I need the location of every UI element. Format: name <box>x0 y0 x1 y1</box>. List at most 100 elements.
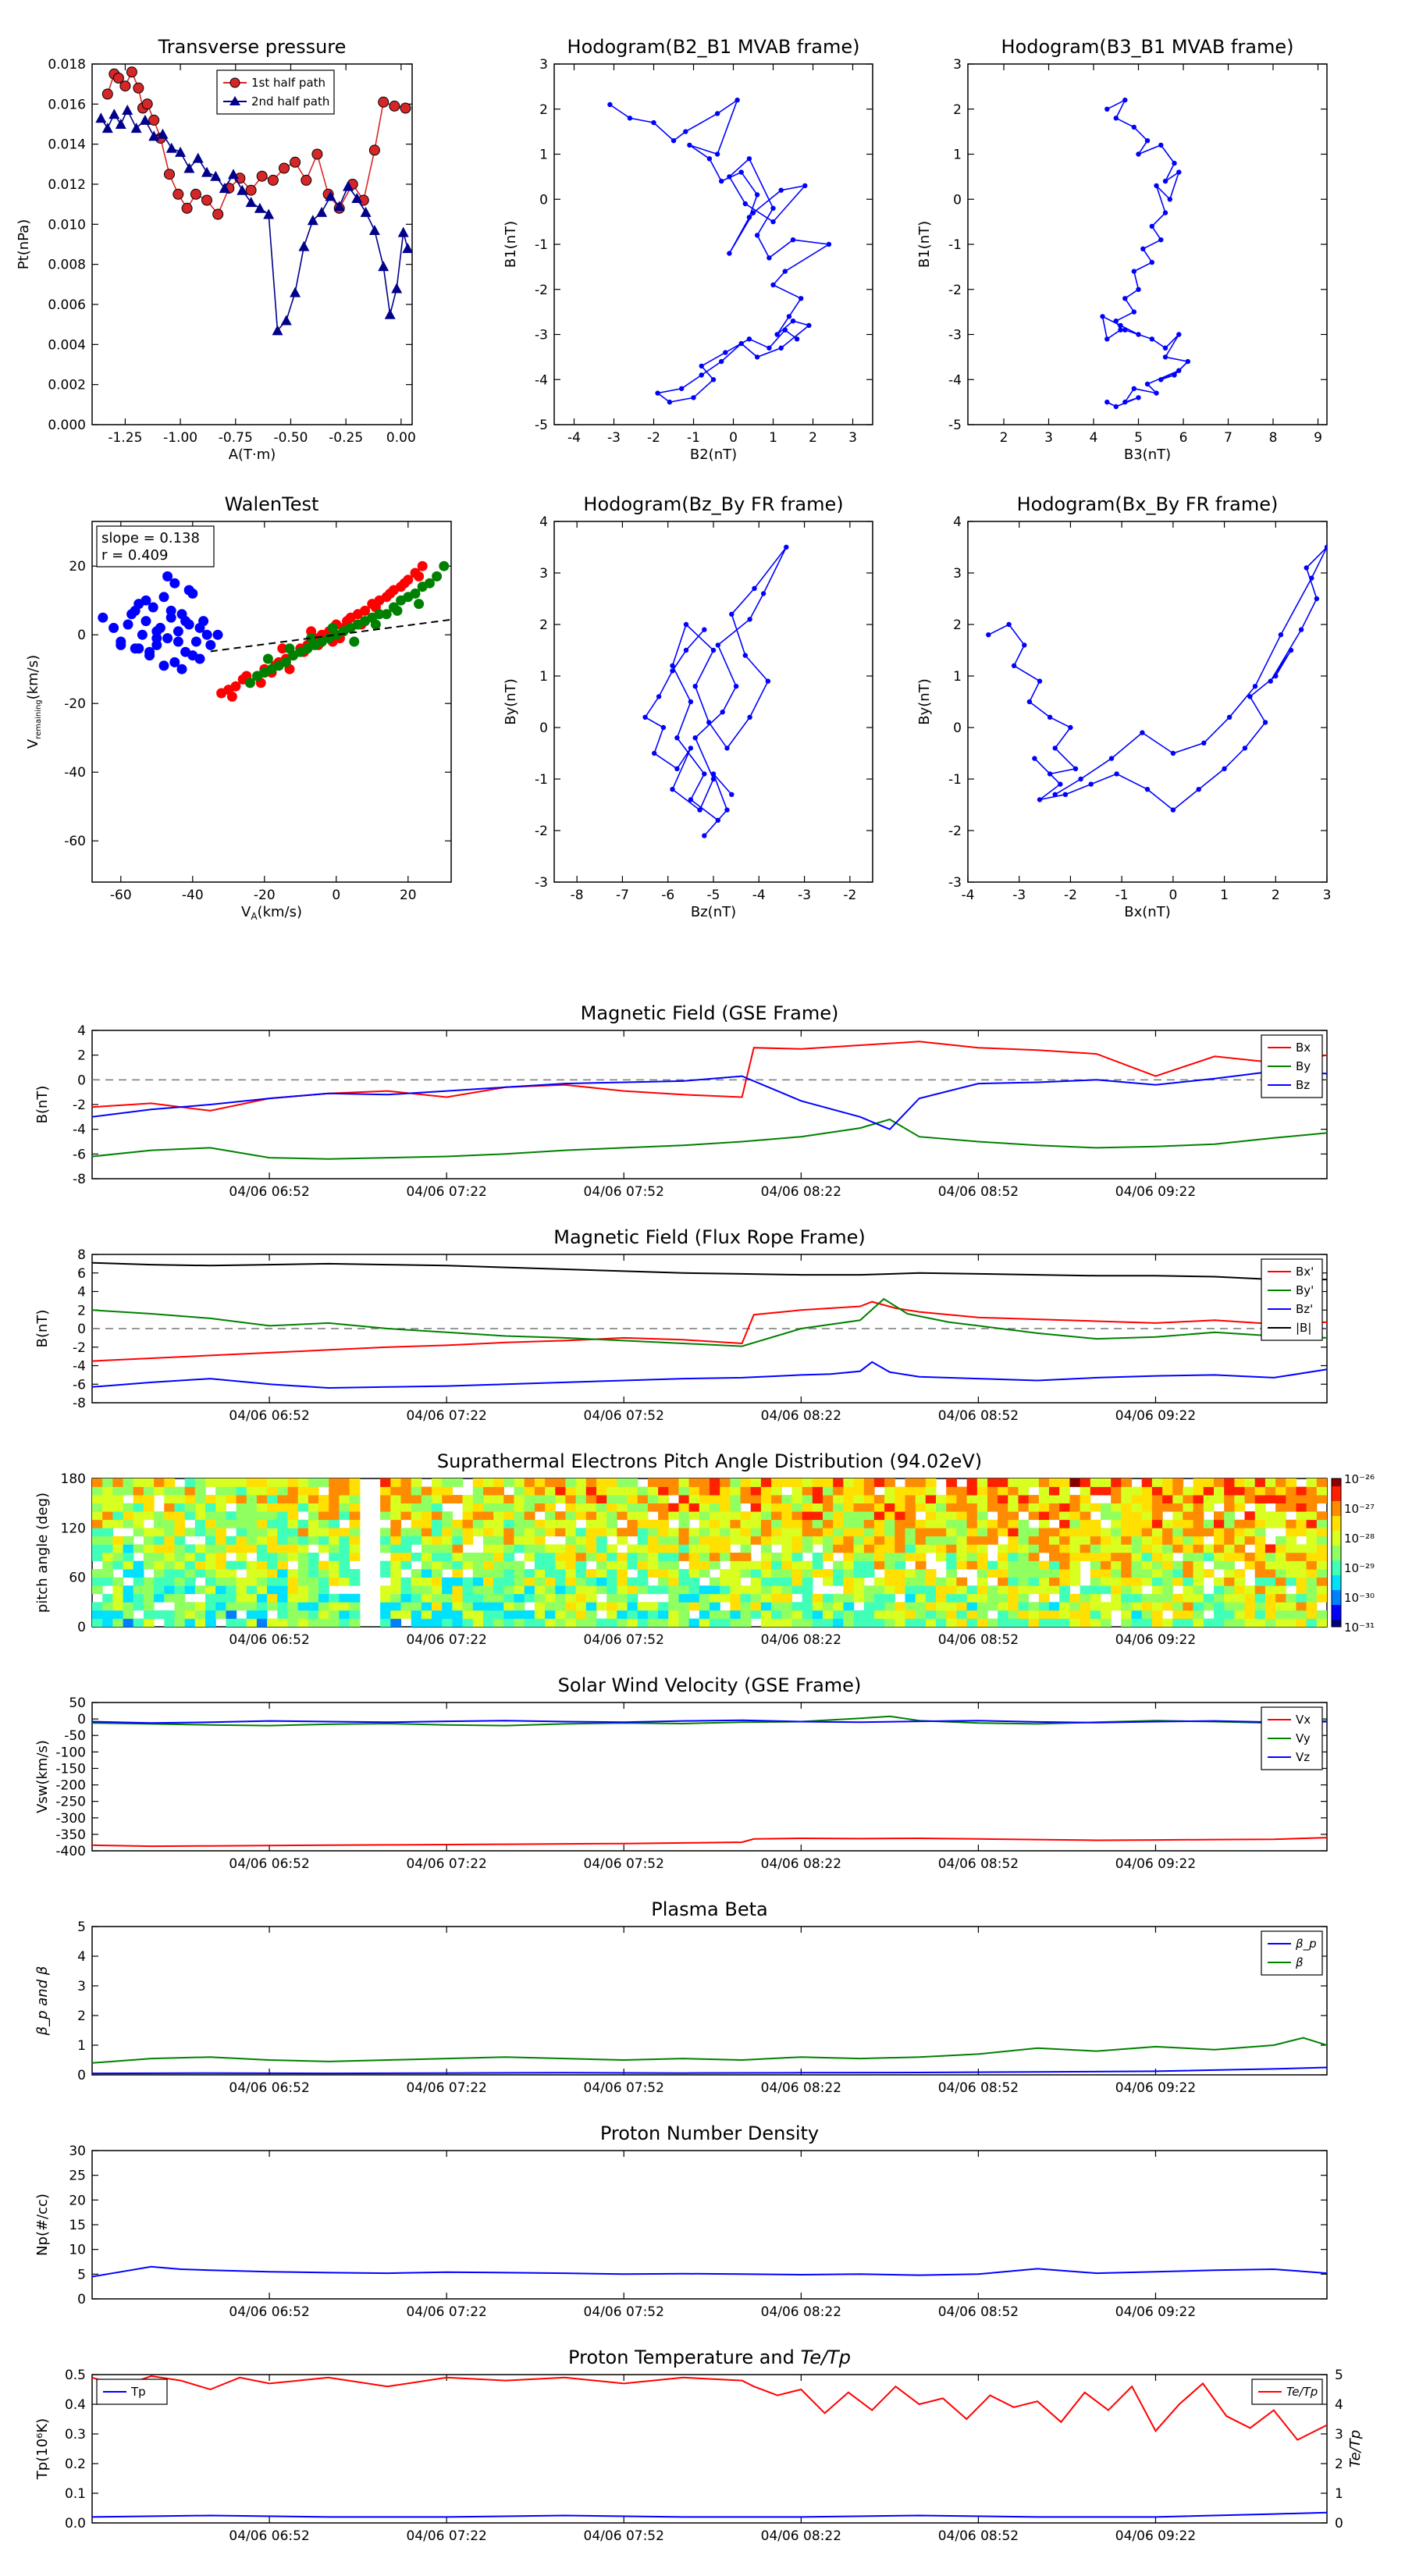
heatmap-cell <box>503 1569 515 1578</box>
heatmap-cell <box>339 1503 350 1512</box>
heatmap-cell <box>699 1553 710 1561</box>
heatmap-cell <box>1151 1478 1163 1487</box>
x-tick-label: 04/06 08:52 <box>938 2304 1019 2320</box>
heatmap-cell <box>452 1618 464 1627</box>
data-point <box>754 192 760 197</box>
data-point <box>1167 197 1173 202</box>
heatmap-cell <box>647 1478 659 1487</box>
heatmap-cell <box>1275 1486 1286 1496</box>
heatmap-cell <box>833 1528 844 1537</box>
heatmap-cell <box>545 1569 556 1578</box>
heatmap-cell <box>493 1585 504 1595</box>
plot-frame <box>967 63 1328 425</box>
heatmap-cell <box>349 1602 361 1611</box>
heatmap-cell <box>1090 1553 1101 1561</box>
heatmap-cell <box>205 1528 216 1537</box>
data-point <box>735 98 740 103</box>
heatmap-cell <box>1244 1610 1256 1619</box>
fit-line <box>210 618 451 653</box>
x-tick-label: 04/06 08:22 <box>761 1856 841 1872</box>
data-point <box>228 169 239 180</box>
data-point <box>400 102 411 114</box>
heatmap-cell <box>297 1585 309 1595</box>
heatmap-cell <box>1018 1495 1030 1503</box>
heatmap-cell <box>339 1495 350 1503</box>
data-point <box>1062 792 1069 797</box>
heatmap-cell <box>1214 1553 1225 1561</box>
heatmap-cell <box>400 1553 412 1561</box>
heatmap-cell <box>1254 1569 1266 1578</box>
heatmap-cell <box>308 1585 319 1595</box>
heatmap-cell <box>1193 1478 1204 1487</box>
heatmap-cell <box>246 1478 258 1487</box>
heatmap-cell <box>236 1511 247 1521</box>
heatmap-cell <box>1080 1618 1091 1627</box>
heatmap-cell <box>1121 1544 1133 1553</box>
heatmap-cell <box>390 1560 402 1570</box>
heatmap-cell <box>1018 1519 1030 1528</box>
heatmap-cell <box>1183 1569 1194 1578</box>
heatmap-cell <box>606 1569 617 1578</box>
heatmap-cell <box>1234 1544 1246 1553</box>
heatmap-cell <box>1028 1535 1040 1545</box>
x-tick-label: 04/06 08:52 <box>938 1184 1019 1200</box>
heatmap-cell <box>760 1495 772 1503</box>
y-tick-label: 1 <box>539 148 548 163</box>
heatmap-cell <box>925 1577 937 1586</box>
heatmap-cell <box>267 1560 278 1570</box>
heatmap-cell <box>339 1610 350 1619</box>
chart-h1: Hodogram(B2_B1 MVAB frame)-4 -3 -2 -1 0 1 2 3-5… <box>503 36 873 463</box>
heatmap-cell <box>1224 1569 1235 1578</box>
heatmap-cell <box>750 1585 762 1595</box>
heatmap-cell <box>575 1610 587 1619</box>
heatmap-cell <box>1141 1495 1153 1503</box>
heatmap-cell <box>936 1511 947 1521</box>
heatmap-cell <box>524 1585 535 1595</box>
heatmap-cell <box>534 1577 546 1586</box>
heatmap-cell <box>720 1577 731 1586</box>
data-point <box>194 622 205 633</box>
heatmap-cell <box>895 1569 906 1578</box>
heatmap-cell <box>215 1593 226 1603</box>
heatmap-cell <box>267 1585 278 1595</box>
heatmap-cell <box>421 1553 432 1561</box>
heatmap-cell <box>194 1511 206 1521</box>
heatmap-cell <box>1111 1553 1122 1561</box>
data-point <box>256 170 268 182</box>
heatmap-cell <box>246 1486 258 1496</box>
heatmap-cell <box>472 1577 484 1586</box>
data-point <box>108 622 119 633</box>
heatmap-cell <box>205 1618 216 1627</box>
heatmap-cell <box>493 1602 504 1611</box>
heatmap-cell <box>133 1544 144 1553</box>
heatmap-cell <box>277 1478 289 1487</box>
heatmap-cell <box>565 1495 577 1503</box>
heatmap-cell <box>390 1486 402 1496</box>
heatmap-cell <box>102 1618 113 1627</box>
heatmap-cell <box>1111 1519 1122 1528</box>
data-point <box>181 202 193 214</box>
heatmap-cell <box>411 1577 422 1586</box>
heatmap-cell <box>863 1503 875 1512</box>
data-point <box>148 602 158 613</box>
heatmap-cell <box>895 1511 906 1521</box>
data-point <box>187 650 198 661</box>
heatmap-cell <box>720 1569 731 1578</box>
heatmap-cell <box>102 1535 113 1545</box>
heatmap-cell <box>1162 1593 1173 1603</box>
heatmap-cell <box>1080 1503 1091 1512</box>
y-tick-label: 0.006 <box>48 297 86 313</box>
x-tick-label: 6 <box>1179 430 1188 446</box>
heatmap-cell <box>164 1610 176 1619</box>
data-point <box>183 585 194 596</box>
x-axis-label: B3(nT) <box>1124 447 1171 463</box>
heatmap-cell <box>1121 1528 1133 1537</box>
series-h1 <box>607 98 832 405</box>
heatmap-cell <box>267 1486 278 1496</box>
heatmap-cell <box>812 1535 823 1545</box>
legend-box <box>1261 1258 1323 1341</box>
heatmap-cell <box>545 1528 556 1537</box>
legend-marker <box>229 77 240 88</box>
heatmap-cell <box>606 1577 617 1586</box>
data-point <box>1113 318 1119 324</box>
